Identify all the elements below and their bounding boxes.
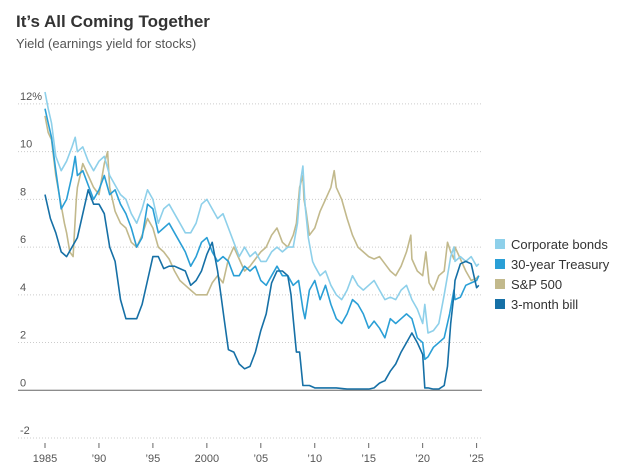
y-tick-label-2: 2 <box>20 330 26 342</box>
legend-label-corporate-bonds: Corporate bonds <box>511 236 608 252</box>
legend-item-sp-500: S&P 500 <box>495 274 609 294</box>
x-tick-label-20: ’20 <box>415 453 430 465</box>
x-tick-label-90: ’90 <box>92 453 107 465</box>
legend-label-3-month-bill: 3-month bill <box>511 296 579 312</box>
x-tick-label-2000: 2000 <box>195 453 219 465</box>
chart-legend: Corporate bonds 30-year Treasury S&P 500… <box>495 234 609 314</box>
legend-item-corporate-bonds: Corporate bonds <box>495 234 609 254</box>
chart-title: It’s All Coming Together <box>16 12 210 31</box>
series-line-3-month-bill <box>44 189 480 390</box>
x-tick-label-15: ’15 <box>361 453 376 465</box>
x-tick-label-1985: 1985 <box>33 453 57 465</box>
x-tick-label-10: ’10 <box>307 453 322 465</box>
legend-swatch-3-month-bill <box>495 299 505 309</box>
legend-label-30-year-treasury: 30-year Treasury <box>511 256 610 272</box>
y-tick-label-10: 10 <box>20 139 32 151</box>
legend-swatch-corporate-bonds <box>495 239 505 249</box>
legend-item-3-month-bill: 3-month bill <box>495 294 609 314</box>
y-tick-label-12: 12% <box>20 91 42 103</box>
y-tick-label-8: 8 <box>20 186 26 198</box>
series-line-corporate-bonds <box>44 91 480 334</box>
y-tick-label-6: 6 <box>20 234 26 246</box>
legend-item-30-year-treasury: 30-year Treasury <box>495 254 609 274</box>
y-tick-label-2: -2 <box>20 425 30 437</box>
y-tick-label-4: 4 <box>20 282 26 294</box>
x-tick-label-95: ’95 <box>146 453 161 465</box>
x-tick-label-25: ’25 <box>469 453 484 465</box>
chart-subtitle: Yield (earnings yield for stocks) <box>16 36 197 51</box>
legend-label-sp-500: S&P 500 <box>511 276 563 292</box>
legend-swatch-30-year-treasury <box>495 259 505 269</box>
series-line-30-year-treasury <box>44 108 480 361</box>
legend-swatch-sp-500 <box>495 279 505 289</box>
series-line-s-p-500 <box>44 115 480 296</box>
y-tick-label-0: 0 <box>20 377 26 389</box>
x-tick-label-05: ’05 <box>253 453 268 465</box>
